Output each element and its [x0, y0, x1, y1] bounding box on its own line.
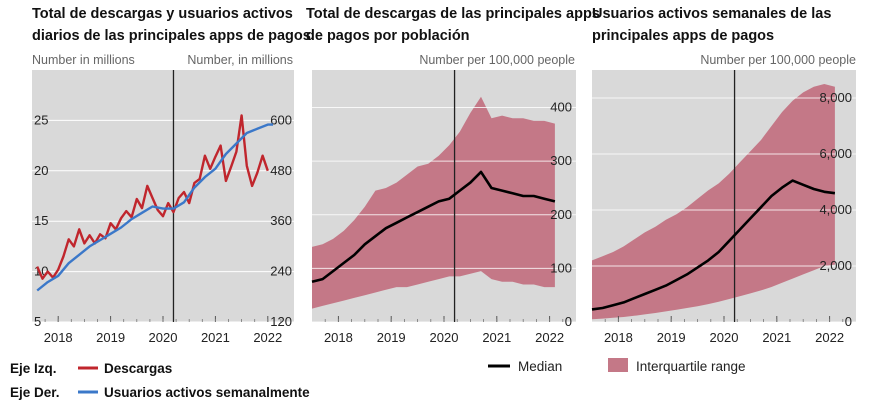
x-tick-label: 2019 — [96, 330, 125, 345]
panel-2-unit: Number per 100,000 people — [419, 53, 575, 67]
median-line — [311, 170, 556, 284]
panel-1-plot-area — [32, 70, 294, 322]
legend-median-label: Median — [518, 359, 562, 374]
median-line — [591, 179, 836, 311]
y-right-tick-label: 6,000 — [819, 146, 852, 161]
x-tick-label: 2019 — [657, 330, 686, 345]
panel-2-title-line-1: Total de descargas de las principales ap… — [306, 6, 600, 22]
legend-iqr-swatch — [608, 358, 628, 372]
legend: Eje Izq. Descargas Eje Der. Usuarios act… — [10, 358, 746, 400]
x-tick-label: 2018 — [604, 330, 633, 345]
panel-1-title-line-1: Total de descargas y usuarios activos — [32, 6, 293, 22]
x-tick-label: 2020 — [430, 330, 459, 345]
users-line — [36, 123, 273, 292]
x-tick-label: 2020 — [710, 330, 739, 345]
x-tick-label: 2020 — [149, 330, 178, 345]
y-left-tick-label: 5 — [34, 314, 41, 329]
iqr-band — [592, 84, 835, 320]
legend-right-axis-label: Eje Der. — [10, 385, 60, 400]
downloads-line — [36, 114, 269, 280]
legend-left-axis-label: Eje Izq. — [10, 361, 57, 376]
panel-1: Total de descargas y usuarios activos di… — [32, 6, 311, 345]
x-tick-label: 2018 — [324, 330, 353, 345]
y-right-tick-label: 600 — [270, 112, 292, 127]
y-right-tick-label: 200 — [550, 207, 572, 222]
x-tick-label: 2022 — [535, 330, 564, 345]
x-tick-label: 2022 — [253, 330, 282, 345]
y-left-tick-label: 20 — [34, 163, 48, 178]
y-right-tick-label: 300 — [550, 153, 572, 168]
panel-1-title-line-2: diarios de las principales apps de pagos — [32, 28, 311, 44]
x-tick-label: 2021 — [762, 330, 791, 345]
panel-3-title-line-1: Usuarios activos semanales de las — [592, 6, 831, 22]
x-tick-label: 2021 — [482, 330, 511, 345]
x-tick-label: 2021 — [201, 330, 230, 345]
y-right-tick-label: 480 — [270, 163, 292, 178]
x-tick-label: 2019 — [377, 330, 406, 345]
y-right-tick-label: 0 — [565, 314, 572, 329]
panel-2: Total de descargas de las principales ap… — [306, 6, 600, 345]
y-right-tick-label: 2,000 — [819, 258, 852, 273]
y-left-tick-label: 15 — [34, 213, 48, 228]
y-right-tick-label: 0 — [845, 314, 852, 329]
y-right-tick-label: 400 — [550, 100, 572, 115]
y-right-tick-label: 360 — [270, 213, 292, 228]
panel-1-left-unit: Number in millions — [32, 53, 135, 67]
panel-1-right-unit: Number, in millions — [187, 53, 293, 67]
x-tick-label: 2022 — [815, 330, 844, 345]
x-tick-label: 2018 — [44, 330, 73, 345]
panel-3: Usuarios activos semanales de las princi… — [591, 6, 856, 345]
y-right-tick-label: 240 — [270, 264, 292, 279]
panel-3-title-line-2: principales apps de pagos — [592, 28, 774, 44]
y-right-tick-label: 100 — [550, 260, 572, 275]
legend-downloads-label: Descargas — [104, 361, 172, 376]
panel-2-title-line-2: de pagos por población — [306, 28, 470, 44]
y-left-tick-label: 25 — [34, 112, 48, 127]
legend-users-label: Usuarios activos semanalmente — [104, 385, 310, 400]
y-right-tick-label: 8,000 — [819, 90, 852, 105]
legend-iqr-label: Interquartile range — [636, 359, 746, 374]
y-right-tick-label: 4,000 — [819, 202, 852, 217]
panel-3-unit: Number per 100,000 people — [700, 53, 856, 67]
